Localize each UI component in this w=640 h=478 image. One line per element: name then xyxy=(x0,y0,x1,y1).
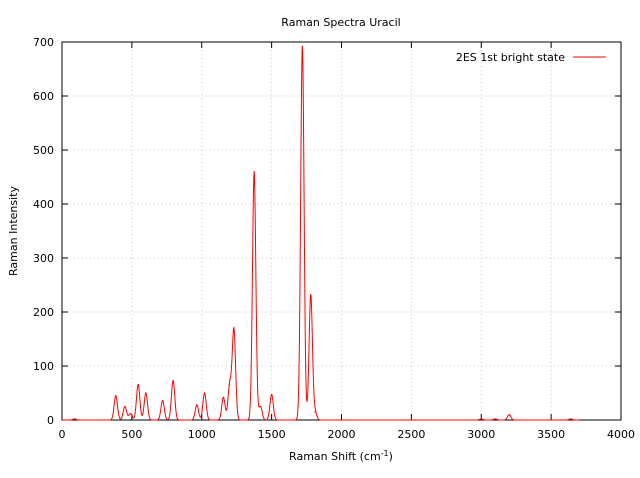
peak-point xyxy=(196,404,198,406)
y-tick-label: 100 xyxy=(33,360,54,373)
x-axis-label: Raman Shift (cm-1) xyxy=(289,449,393,463)
peak-point xyxy=(222,396,225,398)
chart-title: Raman Spectra Uracil xyxy=(281,16,400,29)
y-tick-label: 0 xyxy=(47,414,54,427)
peak-point xyxy=(570,418,572,420)
peak-point xyxy=(124,405,126,408)
peak-point xyxy=(115,395,117,397)
x-tick-label: 0 xyxy=(59,428,66,441)
x-tick-label: 500 xyxy=(121,428,142,441)
x-tick-label: 1000 xyxy=(188,428,216,441)
peak-point xyxy=(203,392,206,394)
grid-lines xyxy=(62,42,621,420)
peak-point xyxy=(310,294,312,296)
peak-point xyxy=(145,392,147,394)
peak-point xyxy=(172,379,174,382)
y-tick-label: 400 xyxy=(33,198,54,211)
peak-point xyxy=(229,384,231,386)
x-tick-label: 2500 xyxy=(397,428,425,441)
peak-point xyxy=(508,414,510,416)
x-tick-label: 4000 xyxy=(607,428,635,441)
y-tick-label: 200 xyxy=(33,306,54,319)
x-tick-label: 3500 xyxy=(537,428,565,441)
y-tick-label: 300 xyxy=(33,252,54,265)
series-line xyxy=(62,46,580,421)
y-tick-label: 600 xyxy=(33,90,54,103)
peak-point xyxy=(233,328,235,330)
x-tick-label: 1500 xyxy=(258,428,286,441)
legend-label: 2ES 1st bright state xyxy=(456,51,565,64)
x-axis-label-text: Raman Shift (cm xyxy=(289,450,381,463)
peak-point xyxy=(162,399,164,402)
peak-point xyxy=(494,418,496,420)
x-tick-label: 2000 xyxy=(328,428,356,441)
y-axis-label: Raman Intensity xyxy=(7,186,20,276)
peak-point xyxy=(314,411,316,413)
y-tick-label: 700 xyxy=(33,36,54,49)
peak-point xyxy=(301,45,303,47)
peak-point xyxy=(129,412,132,415)
series-curves xyxy=(62,45,580,421)
peak-point xyxy=(259,405,262,408)
peak-point xyxy=(271,394,273,396)
x-tick-label: 3000 xyxy=(467,428,495,441)
x-axis-label-suffix: ) xyxy=(389,450,393,463)
x-axis-label-superscript: -1 xyxy=(381,449,389,458)
peak-point xyxy=(73,418,76,420)
peak-point xyxy=(253,171,255,173)
y-tick-label: 500 xyxy=(33,144,54,157)
peak-point xyxy=(137,383,139,385)
peak-point xyxy=(480,418,482,420)
axis-ticks: 0 500 1000 1500 2000 2500 3000 3500 4000 0 100 200 3… xyxy=(33,36,635,441)
legend: 2ES 1st bright state xyxy=(456,51,606,64)
